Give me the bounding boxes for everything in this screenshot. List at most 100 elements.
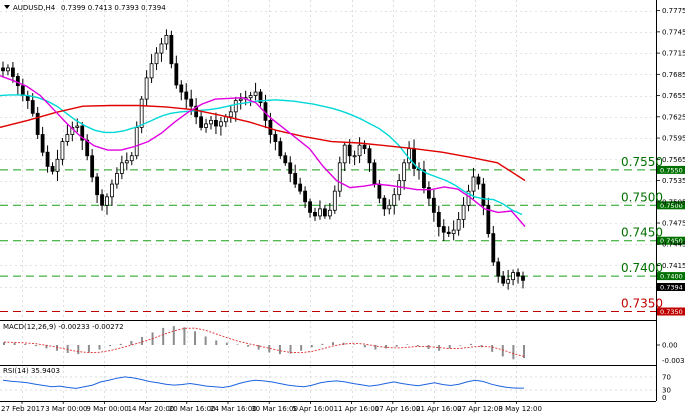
candle-body bbox=[323, 208, 327, 217]
candle-body bbox=[273, 134, 278, 142]
price-tick-label: 0.7655 bbox=[662, 92, 685, 100]
candle-body bbox=[115, 173, 119, 185]
macd-axis-label: -0.00356 bbox=[662, 357, 685, 365]
price-tick-label: 0.7745 bbox=[662, 28, 685, 36]
candle-body bbox=[362, 144, 367, 150]
price-tick-label: 0.7565 bbox=[662, 156, 685, 164]
candle-body bbox=[159, 43, 164, 54]
price-tick-label: 0.7595 bbox=[662, 135, 685, 143]
candle-body bbox=[407, 148, 411, 164]
candle-body bbox=[387, 204, 392, 210]
candle-body bbox=[1, 67, 5, 72]
time-tick-label: 17 Apr 16:00 bbox=[375, 405, 421, 413]
candle-body bbox=[303, 190, 307, 203]
level-price-tag bbox=[657, 272, 685, 281]
candle-body bbox=[427, 187, 431, 199]
price-candles bbox=[1, 29, 525, 290]
candle-body bbox=[248, 95, 253, 99]
time-tick-label: 5 Apr 16:00 bbox=[292, 405, 333, 413]
candle-body bbox=[327, 209, 332, 217]
candle-body bbox=[392, 194, 397, 206]
candle-body bbox=[129, 155, 134, 162]
level-label: 0.7450 bbox=[621, 226, 663, 240]
macd-signal-line bbox=[3, 327, 525, 357]
level-label: 0.7350 bbox=[621, 297, 663, 311]
candle-body bbox=[184, 91, 189, 100]
price-tick-label: 0.7415 bbox=[662, 262, 685, 270]
candle-body bbox=[456, 219, 461, 231]
candle-body bbox=[233, 100, 238, 113]
candle-body bbox=[318, 208, 322, 217]
candle-body bbox=[268, 119, 273, 135]
candle-body bbox=[278, 141, 283, 157]
candle-body bbox=[367, 148, 372, 164]
level-price-tag bbox=[657, 307, 685, 316]
rsi-axis-label: 30 bbox=[662, 387, 671, 395]
candle-body bbox=[283, 155, 288, 164]
price-tick-label: 0.7775 bbox=[662, 7, 685, 15]
candle-body bbox=[298, 183, 303, 192]
candle-body bbox=[223, 116, 228, 123]
candle-body bbox=[110, 183, 114, 198]
candle-body bbox=[253, 91, 258, 96]
candle-body bbox=[521, 275, 525, 281]
time-tick-label: 30 Mar 16:00 bbox=[251, 405, 298, 413]
candle-body bbox=[422, 169, 426, 189]
candle-body bbox=[501, 275, 506, 284]
time-tick-label: 24 Mar 16:00 bbox=[210, 405, 257, 413]
price-tick-label: 0.7685 bbox=[662, 71, 685, 79]
candle-body bbox=[347, 144, 352, 157]
candle-body bbox=[516, 272, 520, 277]
candle-body bbox=[402, 162, 407, 181]
candle-body bbox=[431, 197, 436, 213]
price-tick-label: 0.7535 bbox=[662, 177, 685, 185]
candle-body bbox=[144, 77, 149, 100]
candle-body bbox=[436, 211, 441, 227]
macd-label: MACD(12,26,9) -0.00233 -0.00272 bbox=[3, 323, 124, 331]
candle-body bbox=[228, 111, 233, 118]
candle-body bbox=[219, 121, 223, 127]
candle-body bbox=[476, 176, 481, 185]
candle-body bbox=[357, 144, 362, 157]
candle-body bbox=[258, 91, 263, 104]
level-price-tag-text: 0.7500 bbox=[660, 202, 683, 210]
level-label: 0.7400 bbox=[621, 261, 663, 275]
time-tick-label: 3 May 12:00 bbox=[498, 405, 542, 413]
ma-slow-line bbox=[0, 104, 526, 182]
candle-body bbox=[189, 98, 194, 107]
level-price-tag-text: 0.7550 bbox=[660, 166, 683, 174]
candle-body bbox=[238, 98, 243, 101]
candle-body bbox=[169, 34, 174, 65]
ma-fast-line bbox=[0, 94, 523, 216]
candle-body bbox=[105, 196, 109, 206]
candle-body bbox=[293, 173, 298, 185]
chart-header: AUDUSD,H4 0.7399 0.7413 0.7393 0.7394 bbox=[4, 4, 166, 12]
time-tick-label: 9 Mar 00:00 bbox=[86, 405, 128, 413]
price-tick-label: 0.7715 bbox=[662, 50, 685, 58]
candle-body bbox=[50, 165, 55, 172]
candle-body bbox=[30, 100, 35, 114]
candle-body bbox=[65, 134, 70, 142]
time-tick-label: 20 Mar 16:00 bbox=[169, 405, 216, 413]
candle-body bbox=[154, 52, 159, 65]
candle-body bbox=[352, 155, 357, 158]
price-tick-label: 0.7505 bbox=[662, 198, 685, 206]
candle-body bbox=[496, 261, 501, 277]
candle-body bbox=[75, 125, 80, 128]
level-price-tag bbox=[657, 165, 685, 174]
candle-body bbox=[461, 204, 466, 220]
price-tick-label: 0.7625 bbox=[662, 113, 685, 121]
candle-body bbox=[11, 67, 15, 77]
candle-body bbox=[511, 272, 515, 281]
candle-body bbox=[377, 183, 382, 199]
candle-body bbox=[20, 85, 25, 96]
price-tick-label: 0.7445 bbox=[662, 241, 685, 249]
dropdown-triangle-icon[interactable] bbox=[4, 5, 10, 9]
rsi-label: RSI(14) 35.9403 bbox=[3, 367, 60, 375]
candle-body bbox=[35, 112, 40, 135]
candle-body bbox=[194, 105, 199, 118]
time-tick-label: 21 Apr 16:00 bbox=[416, 405, 462, 413]
rsi-axis-label: 0 bbox=[662, 394, 666, 402]
candle-body bbox=[372, 162, 377, 185]
